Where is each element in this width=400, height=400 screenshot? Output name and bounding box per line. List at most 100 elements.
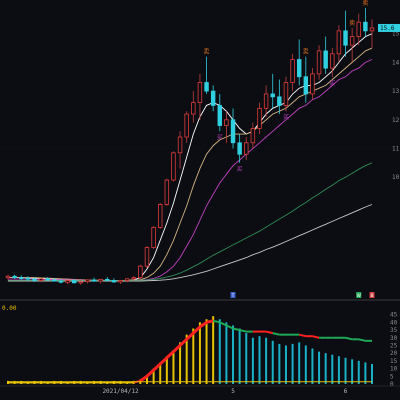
candle[interactable] [91,277,97,282]
indicator-bar [344,357,347,384]
sell-signal-marker: 卖 [204,49,210,56]
price-axis-label: 15 [392,31,400,38]
candle[interactable] [131,276,136,281]
candle[interactable] [336,25,342,63]
indicator-bar [337,356,340,384]
candle[interactable] [19,275,24,280]
x-axis-label: 5 [231,388,235,395]
candle[interactable] [5,274,11,281]
candle[interactable] [237,134,242,163]
event-marker[interactable] [369,292,375,298]
candle[interactable] [138,264,143,280]
indicator-bar [271,340,274,384]
x-axis-label: 6 [344,388,348,395]
candle[interactable] [330,48,335,77]
candle[interactable] [58,279,64,284]
indicator-bar [324,353,327,384]
candle[interactable] [177,131,183,169]
indicator-bar [298,342,301,384]
candle[interactable] [257,102,262,135]
candle[interactable] [217,93,223,132]
candle[interactable] [184,111,189,143]
indicator-bar [284,345,287,384]
candle[interactable] [244,137,249,160]
signal-line-segment [298,333,307,338]
candle[interactable] [277,79,282,115]
candle[interactable] [283,76,289,112]
signal-line-segment [219,321,227,327]
price-panel[interactable]: 15 14 13 12 11 10 15.6 [0,7,400,285]
price-axis-label: 11 [392,146,400,153]
indicator-bar [245,333,248,384]
candle[interactable] [270,73,275,109]
indicator-axis-label: 30 [390,335,398,342]
candle[interactable] [171,151,176,182]
indicator-bar [218,319,221,384]
candle[interactable] [12,274,17,280]
candle[interactable] [98,278,103,284]
candle[interactable] [197,73,203,120]
candle[interactable] [191,91,196,123]
indicator-bar [351,359,354,384]
indicator-axis-label: 45 [390,312,398,319]
candle[interactable] [144,246,150,268]
candle[interactable] [38,278,44,282]
candle[interactable] [363,7,368,37]
candle[interactable] [310,68,315,100]
candle[interactable] [157,203,163,229]
candle[interactable] [369,19,375,49]
indicator-axis-label: 35 [390,327,398,334]
candlesticks [5,7,375,285]
candle[interactable] [224,111,229,143]
price-axis-label: 10 [392,174,400,181]
candle[interactable] [71,279,77,284]
candle[interactable] [85,279,90,284]
indicator-bar [311,348,314,384]
candle[interactable] [303,56,309,103]
candle[interactable] [65,279,70,284]
candle[interactable] [124,278,130,283]
candle[interactable] [316,45,322,80]
candle[interactable] [164,178,170,206]
signal-line-segment [192,325,201,335]
signal-line-segment [179,338,188,347]
candle[interactable] [118,279,123,284]
candle[interactable] [349,27,355,63]
event-marker[interactable] [230,292,236,298]
event-marker[interactable] [356,292,362,298]
indicator-bar [291,343,294,384]
signal-line-segment [232,327,240,332]
signal-line-segment [172,344,182,353]
candle[interactable] [323,36,328,74]
candle[interactable] [111,278,117,283]
candle[interactable] [356,13,361,46]
event-marker-label: W [357,293,362,299]
signal-line-segment [152,362,162,372]
candle[interactable] [78,280,84,285]
candle[interactable] [343,10,348,57]
candle[interactable] [210,85,216,112]
candle[interactable] [45,277,50,281]
candle[interactable] [230,108,236,149]
candle[interactable] [151,225,156,249]
indicator-bar [265,337,268,384]
candle[interactable] [25,276,31,282]
candle[interactable] [290,53,295,92]
candle[interactable] [105,277,110,282]
candle[interactable] [204,56,209,94]
last-price-label: 15.6 [380,25,395,32]
candle[interactable] [263,85,269,117]
indicator-bar [251,337,254,384]
price-axis-labels: 15 14 13 12 11 10 15.6 [378,23,400,181]
sell-signal-marker: 卖 [349,20,355,27]
candle[interactable] [296,39,302,86]
candle[interactable] [32,277,37,282]
price-axis-label: 13 [392,88,400,95]
indicator-signal-line [8,319,372,384]
candle[interactable] [52,278,57,282]
signal-line-segment [265,330,273,335]
candle[interactable] [250,122,256,149]
